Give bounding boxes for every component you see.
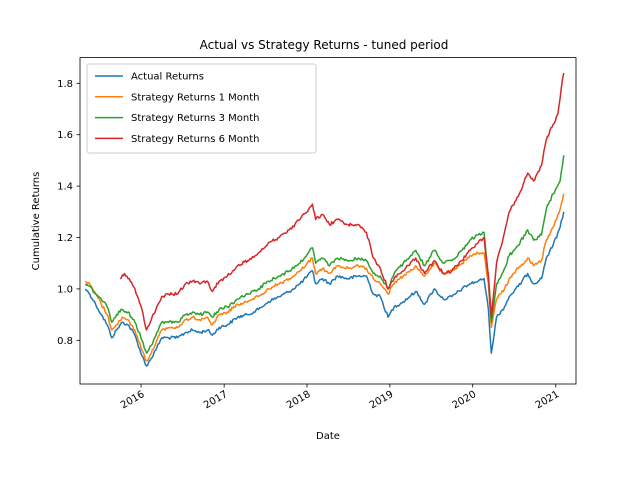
plot-lines bbox=[84, 72, 565, 367]
y-axis-label: Cumulative Returns bbox=[31, 172, 42, 271]
y-tick-label: 1.8 bbox=[57, 79, 73, 90]
series-line-1 bbox=[84, 211, 565, 367]
legend-label: Strategy Returns 6 Month bbox=[131, 134, 259, 145]
chart-title: Actual vs Strategy Returns - tuned perio… bbox=[200, 38, 449, 52]
series-line-3 bbox=[84, 155, 565, 354]
y-tick-label: 0.8 bbox=[57, 336, 73, 347]
series-line-4 bbox=[119, 72, 565, 331]
y-tick-label: 1.6 bbox=[57, 130, 73, 141]
y-tick-label: 1.0 bbox=[57, 284, 73, 295]
legend-label: Actual Returns bbox=[131, 72, 204, 83]
y-tick-label: 1.2 bbox=[57, 233, 73, 244]
y-tick-label: 1.4 bbox=[57, 182, 73, 193]
series-line-2 bbox=[84, 193, 565, 362]
x-axis-label: Date bbox=[316, 431, 340, 442]
legend-box bbox=[86, 63, 317, 154]
legend-label: Strategy Returns 1 Month bbox=[131, 92, 259, 103]
legend-label: Strategy Returns 3 Month bbox=[131, 113, 259, 124]
y-axis: 0.8 1.0 1.2 1.4 1.6 1.8 bbox=[57, 79, 80, 347]
plot-frame bbox=[79, 57, 577, 385]
legend: Actual Returns Strategy Returns 1 Month St… bbox=[86, 63, 317, 154]
